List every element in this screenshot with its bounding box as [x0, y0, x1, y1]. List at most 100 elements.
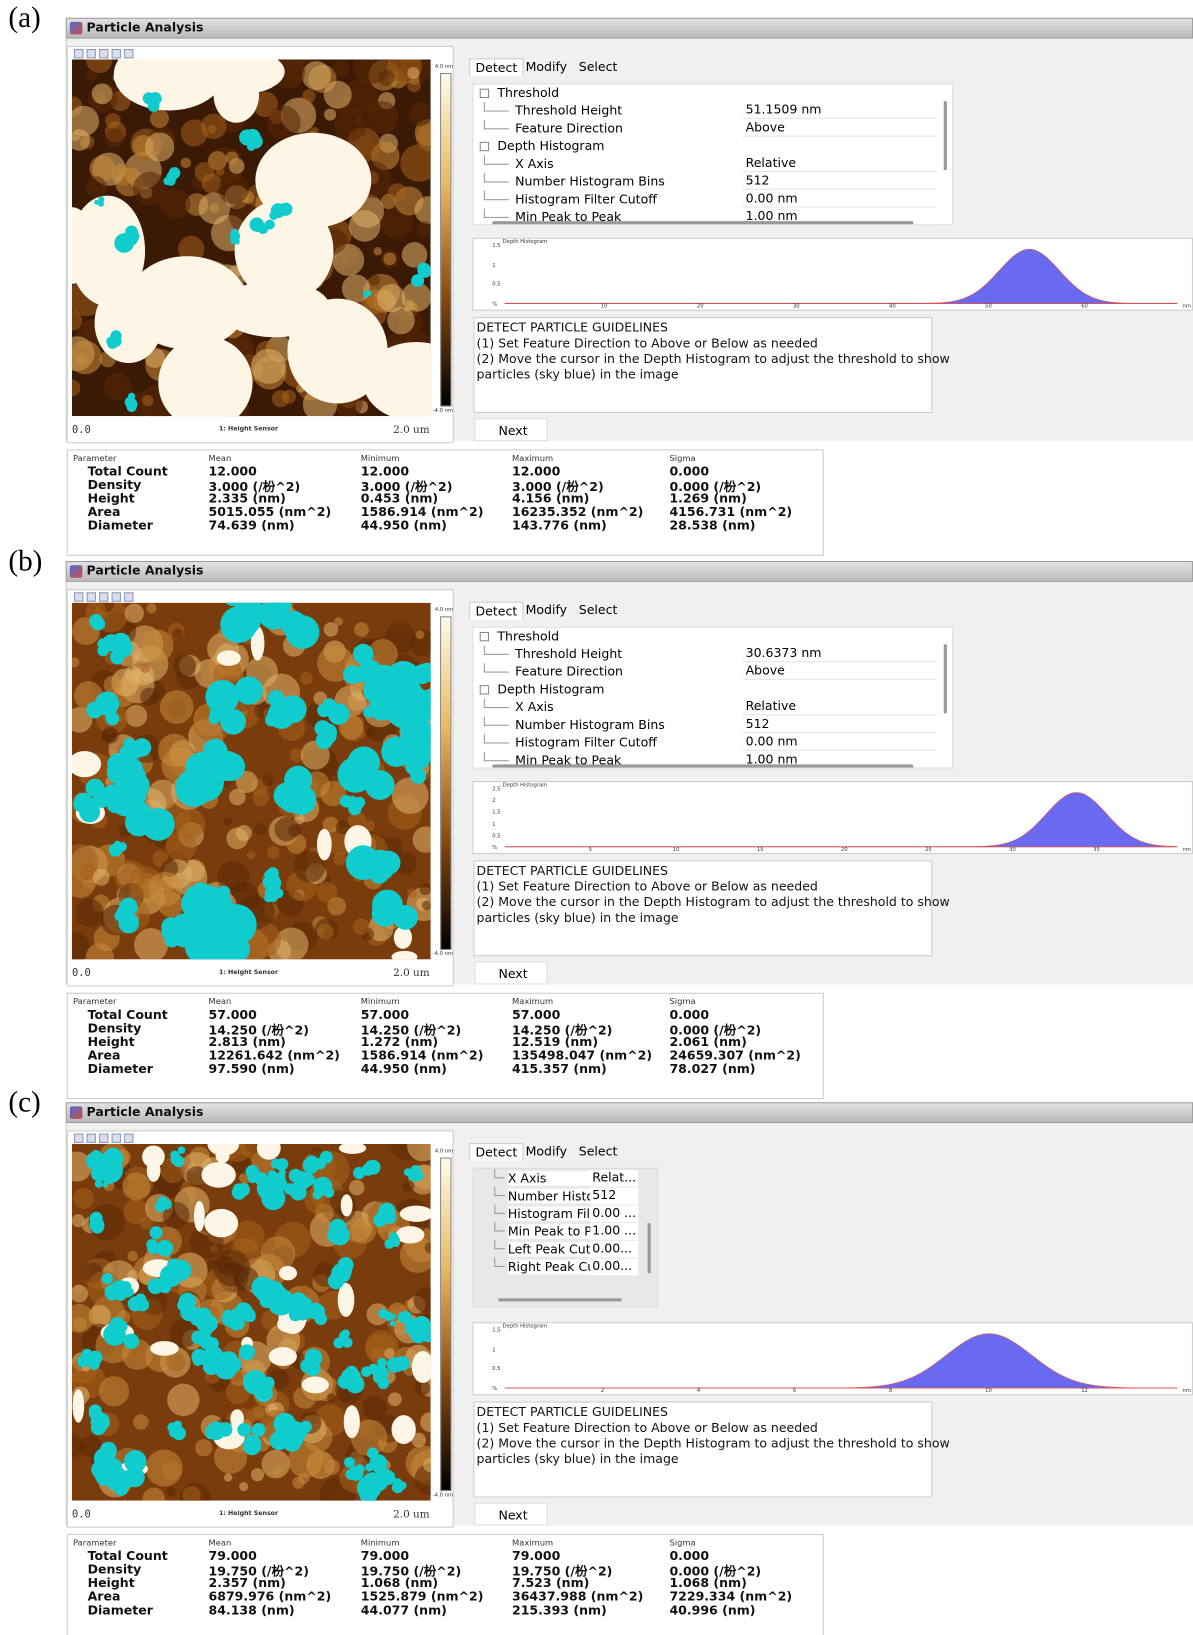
next-button[interactable]: Next [474, 961, 547, 984]
expand-icon[interactable] [480, 685, 489, 694]
particle [235, 676, 263, 704]
property-value[interactable]: Relat... [590, 1170, 638, 1187]
next-button[interactable]: Next [474, 418, 547, 441]
particle [91, 1420, 106, 1435]
particle [219, 1351, 238, 1370]
histogram-panel: Depth Histogram1.510.5%24681012nm [472, 1322, 1193, 1395]
stats-row-label: Diameter [88, 1062, 153, 1077]
toolbar-icon[interactable] [124, 592, 133, 601]
particle [372, 901, 398, 927]
tab[interactable]: Detect [469, 58, 523, 76]
texture [354, 622, 369, 637]
tab[interactable]: Select [574, 1143, 623, 1160]
particle [239, 1344, 255, 1360]
tab[interactable]: Select [574, 58, 623, 75]
property-value[interactable]: 0.00... [590, 1259, 638, 1276]
texture [302, 61, 331, 90]
property-value[interactable]: 512 [590, 1188, 638, 1205]
group-name: Depth Histogram [497, 682, 604, 697]
texture [104, 373, 132, 401]
property-value[interactable]: 0.00 ... [590, 1205, 638, 1222]
toolbar-icon[interactable] [99, 592, 108, 601]
texture [105, 129, 124, 148]
property-value[interactable]: 0.00 nm [742, 734, 936, 751]
texture [127, 1251, 137, 1261]
expand-icon[interactable] [480, 89, 489, 98]
property-value[interactable]: Relative [742, 155, 936, 172]
property-value[interactable]: Above [742, 663, 936, 680]
particle [114, 639, 133, 658]
property-value[interactable]: Above [742, 120, 936, 137]
texture [140, 688, 158, 706]
particle [315, 1313, 328, 1326]
tab[interactable]: Select [574, 602, 623, 619]
tab[interactable]: Detect [469, 1143, 523, 1161]
property-value[interactable]: 0.00 nm [742, 191, 936, 208]
toolbar-icon[interactable] [124, 49, 133, 58]
property-value[interactable]: Relative [742, 699, 936, 716]
texture [392, 777, 429, 814]
particle [390, 1314, 396, 1320]
toolbar-icon[interactable] [99, 49, 108, 58]
toolbar-icon[interactable] [112, 49, 121, 58]
property-value[interactable]: 30.6373 nm [742, 645, 936, 662]
toolbar-icon[interactable] [99, 1134, 108, 1143]
guideline-text: (1) Set Feature Direction to Above or Be… [477, 1420, 818, 1435]
bright-region [269, 1347, 297, 1366]
toolbar-icon[interactable] [87, 1134, 96, 1143]
particle [191, 1330, 205, 1344]
color-bar-max: 4.0 nm [435, 607, 453, 613]
histogram-panel: Depth Histogram2.521.510.5%5101520253035… [472, 781, 1193, 854]
tab[interactable]: Modify [520, 602, 572, 619]
expand-icon[interactable] [480, 632, 489, 641]
tab[interactable]: Modify [520, 58, 572, 75]
guideline-text: (2) Move the cursor in the Depth Histogr… [477, 895, 950, 910]
property-name: Histogram Filter Cutoff [515, 735, 657, 750]
particle [150, 1226, 163, 1239]
particle [390, 1321, 396, 1327]
toolbar-icon[interactable] [124, 1134, 133, 1143]
guideline-text: DETECT PARTICLE GUIDELINES [477, 863, 668, 878]
particle [317, 703, 331, 717]
toolbar-icon[interactable] [74, 1134, 83, 1143]
texture [146, 603, 156, 613]
guideline-text: particles (sky blue) in the image [477, 367, 679, 382]
histogram-y-tick: % [492, 845, 497, 851]
toolbar-icon[interactable] [74, 49, 83, 58]
texture [226, 151, 239, 164]
stats-header: Sigma [669, 1538, 695, 1547]
particle [252, 220, 262, 230]
property-value[interactable]: 51.1509 nm [742, 102, 936, 119]
v-scrollbar [944, 101, 947, 170]
particle [153, 96, 161, 104]
texture [85, 176, 107, 198]
histogram-x-tick: 10 [985, 1388, 992, 1394]
tab[interactable]: Detect [469, 602, 523, 620]
toolbar-icon[interactable] [112, 1134, 121, 1143]
texture [195, 1439, 212, 1456]
particle [126, 402, 136, 412]
stats-cell: 2.335 (nm) [209, 491, 286, 506]
particle [367, 291, 371, 295]
guidelines-box: DETECT PARTICLE GUIDELINES(1) Set Featur… [473, 860, 932, 956]
particle [410, 1328, 425, 1343]
particle [202, 896, 219, 913]
particle [157, 1240, 174, 1257]
group-name: Threshold [497, 629, 559, 644]
property-value[interactable]: 512 [742, 716, 936, 733]
texture [378, 70, 394, 86]
next-button[interactable]: Next [474, 1503, 547, 1526]
toolbar-icon[interactable] [112, 592, 121, 601]
texture [125, 604, 144, 623]
property-value[interactable]: 512 [742, 173, 936, 190]
toolbar-icon[interactable] [74, 592, 83, 601]
color-bar-min: -4.0 nm [433, 951, 453, 957]
expand-icon[interactable] [480, 142, 489, 151]
stats-cell: 4.156 (nm) [512, 491, 589, 506]
color-bar [440, 616, 451, 950]
toolbar-icon[interactable] [87, 592, 96, 601]
property-value[interactable]: 0.00... [590, 1241, 638, 1258]
tab[interactable]: Modify [520, 1143, 572, 1160]
property-value[interactable]: 1.00 ... [590, 1223, 638, 1240]
toolbar-icon[interactable] [87, 49, 96, 58]
